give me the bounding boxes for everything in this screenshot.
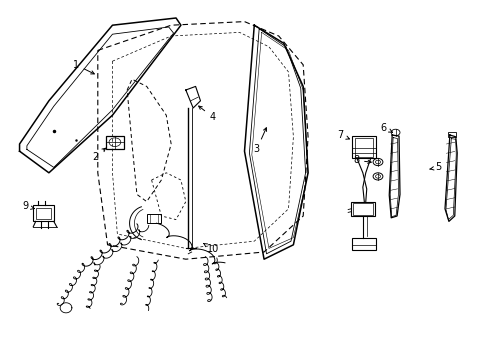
Text: 10: 10 (203, 243, 219, 254)
Bar (36, 208, 51, 219)
Text: 9: 9 (22, 201, 34, 211)
Text: 1: 1 (73, 60, 94, 74)
Bar (146, 214, 161, 223)
Bar (354, 138, 372, 157)
Text: 5: 5 (429, 162, 441, 172)
Bar (352, 203, 372, 215)
Bar (447, 132, 455, 137)
Text: 2: 2 (92, 148, 105, 162)
Bar (33, 205, 54, 221)
Bar (351, 136, 375, 158)
Text: 3: 3 (253, 128, 266, 154)
Text: 4: 4 (198, 106, 215, 122)
Text: 8: 8 (352, 155, 370, 165)
Bar (350, 202, 374, 216)
Bar (351, 238, 375, 250)
Text: 6: 6 (380, 123, 391, 133)
Text: 7: 7 (336, 130, 349, 140)
